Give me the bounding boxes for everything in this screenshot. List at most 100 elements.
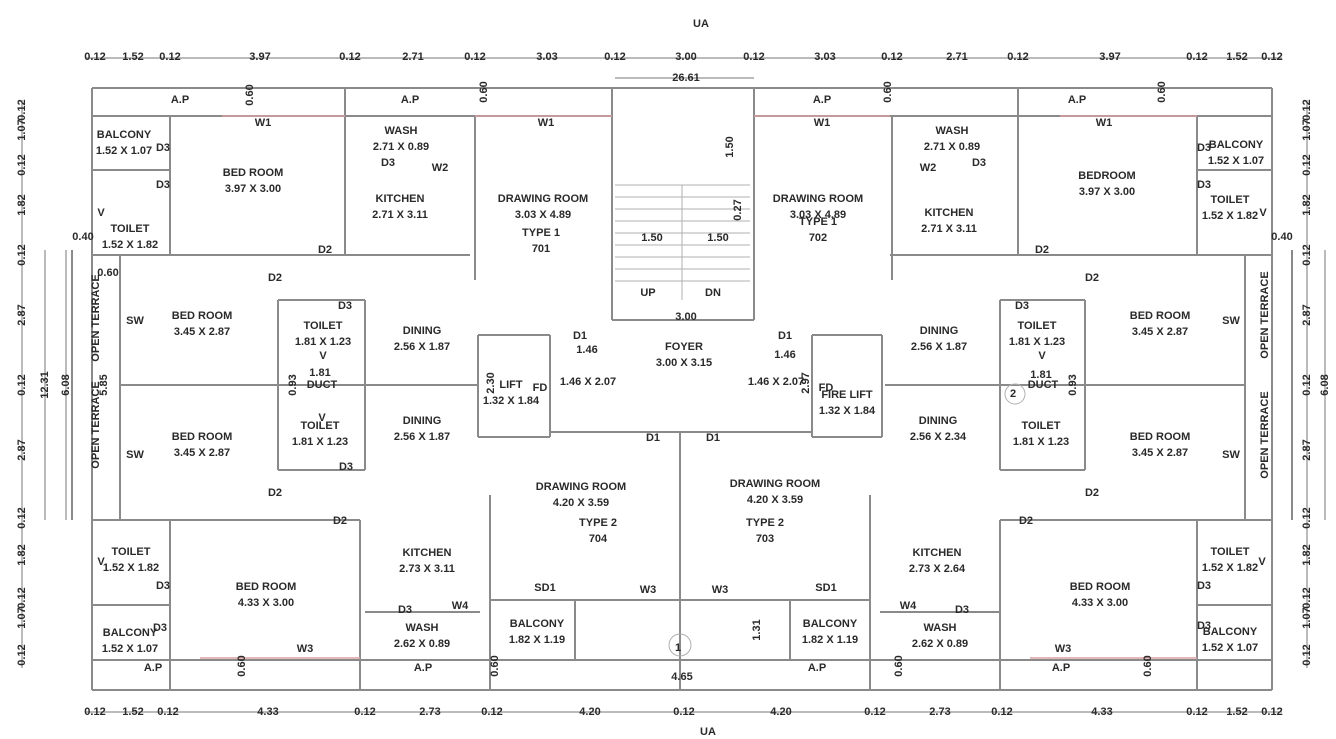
room-label: 3.97 X 3.00 <box>1079 186 1135 198</box>
room-label: DINING <box>919 415 958 427</box>
plan-label: A.P <box>1068 94 1086 106</box>
top-dimension: 0.12 <box>743 51 764 63</box>
plan-label: D2 <box>1035 244 1049 256</box>
room-label: WASH <box>385 125 418 137</box>
plan-label: D3 <box>398 604 412 616</box>
room-label: 1.81 X 1.23 <box>295 336 351 348</box>
room-label: TOILET <box>304 320 343 332</box>
room-label: 4.33 X 3.00 <box>238 597 294 609</box>
left-dimension: 0.12 <box>16 99 28 120</box>
bottom-dimension: 4.33 <box>257 706 278 718</box>
room-label: BED ROOM <box>1070 581 1131 593</box>
room-label: BED ROOM <box>1130 310 1191 322</box>
plan-label: 1.46 X 2.07 <box>560 376 616 388</box>
plan-label: D3 <box>156 580 170 592</box>
left-dimension: 2.87 <box>16 304 28 325</box>
plan-label: D3 <box>1197 580 1211 592</box>
plan-label: D1 <box>573 330 587 342</box>
room-label: BALCONY <box>1209 139 1264 151</box>
room-label: DRAWING ROOM <box>498 193 588 205</box>
plan-label: D1 <box>646 432 660 444</box>
plan-label: 1.46 X 2.07 <box>748 376 804 388</box>
bottom-dimension: 2.73 <box>419 706 440 718</box>
right-dimension: 0.12 <box>1301 587 1313 608</box>
room-label: 1.81 X 1.23 <box>1009 336 1065 348</box>
plan-label: DN <box>705 287 721 299</box>
room-label: 703 <box>756 533 774 545</box>
room-label: 1.52 X 1.07 <box>1208 155 1264 167</box>
room-label: BED ROOM <box>172 431 233 443</box>
plan-label: 0.60 <box>236 655 248 676</box>
dimension-lines <box>21 57 1326 713</box>
room-label: 3.45 X 2.87 <box>1132 326 1188 338</box>
room-label: 4.20 X 3.59 <box>747 494 803 506</box>
plan-label: D3 <box>338 300 352 312</box>
top-dimension: 0.12 <box>1261 51 1282 63</box>
room-label: BALCONY <box>510 618 565 630</box>
plan-label: 0.40 <box>1271 231 1292 243</box>
plan-label: OPEN TERRACE <box>1259 271 1271 358</box>
right-dimension: 0.12 <box>1301 507 1313 528</box>
plan-label: D3 <box>381 157 395 169</box>
right-dimension: 0.12 <box>1301 99 1313 120</box>
bottom-dimension: 0.12 <box>991 706 1012 718</box>
plan-label: V <box>97 556 105 568</box>
room-label: TOILET <box>1022 420 1061 432</box>
dimension: 4.65 <box>671 671 692 683</box>
plan-label: D3 <box>972 157 986 169</box>
room-label: WASH <box>924 622 957 634</box>
room-label: DRAWING ROOM <box>536 481 626 493</box>
plan-label: W2 <box>432 162 449 174</box>
plan-label: FD <box>819 382 834 394</box>
right-dimension: 1.07 <box>1301 607 1313 628</box>
room-label: BED ROOM <box>172 310 233 322</box>
plan-label: V <box>318 412 326 424</box>
grid-marker <box>668 633 692 657</box>
room-label: 3.45 X 2.87 <box>1132 447 1188 459</box>
room-label: BED ROOM <box>236 581 297 593</box>
right-dimension: 6.08 <box>1319 374 1331 395</box>
plan-label: D3 <box>156 179 170 191</box>
top-dimension: 3.03 <box>814 51 835 63</box>
left-dimension: 1.07 <box>16 607 28 628</box>
plan-label: A.P <box>144 662 162 674</box>
bottom-dimension: 4.33 <box>1091 706 1112 718</box>
plan-label: W3 <box>712 584 729 596</box>
plan-label: D2 <box>1085 272 1099 284</box>
bottom-dimension: 0.12 <box>673 706 694 718</box>
plan-label: 2 <box>1010 388 1016 400</box>
plan-label: DUCT <box>1028 379 1059 391</box>
total-dimension: 26.61 <box>672 72 700 84</box>
plan-label: W1 <box>814 117 831 129</box>
plan-label: D2 <box>1085 487 1099 499</box>
bottom-dimension: 0.12 <box>481 706 502 718</box>
plan-label: OPEN TERRACE <box>90 381 102 468</box>
plan-label: A.P <box>808 662 826 674</box>
top-dimension: 0.12 <box>1186 51 1207 63</box>
plan-label: W3 <box>1055 643 1072 655</box>
plan-label: 1.46 <box>576 344 597 356</box>
left-dimension: 0.12 <box>16 507 28 528</box>
right-dimension: 0.12 <box>1301 244 1313 265</box>
plan-label: 0.60 <box>1142 655 1154 676</box>
room-label: BALCONY <box>97 129 152 141</box>
plan-label: D2 <box>268 272 282 284</box>
room-label: 4.33 X 3.00 <box>1072 597 1128 609</box>
plan-label: 0.93 <box>287 374 299 395</box>
room-label: 2.56 X 1.87 <box>911 341 967 353</box>
left-dimension: 6.08 <box>60 374 72 395</box>
room-label: 702 <box>809 232 827 244</box>
top-dimension: 3.00 <box>675 51 696 63</box>
top-dimension: 1.52 <box>122 51 143 63</box>
plan-label: 1.46 <box>774 349 795 361</box>
plan-label: D2 <box>333 515 347 527</box>
room-label: 2.62 X 0.89 <box>912 638 968 650</box>
bottom-dimension: 4.20 <box>770 706 791 718</box>
top-dimension: 0.12 <box>339 51 360 63</box>
top-dimension: 3.97 <box>249 51 270 63</box>
top-dimension: 2.71 <box>946 51 967 63</box>
plan-label: 1.81 <box>309 367 330 379</box>
plan-label: W1 <box>538 117 555 129</box>
bottom-dimension: 0.12 <box>157 706 178 718</box>
